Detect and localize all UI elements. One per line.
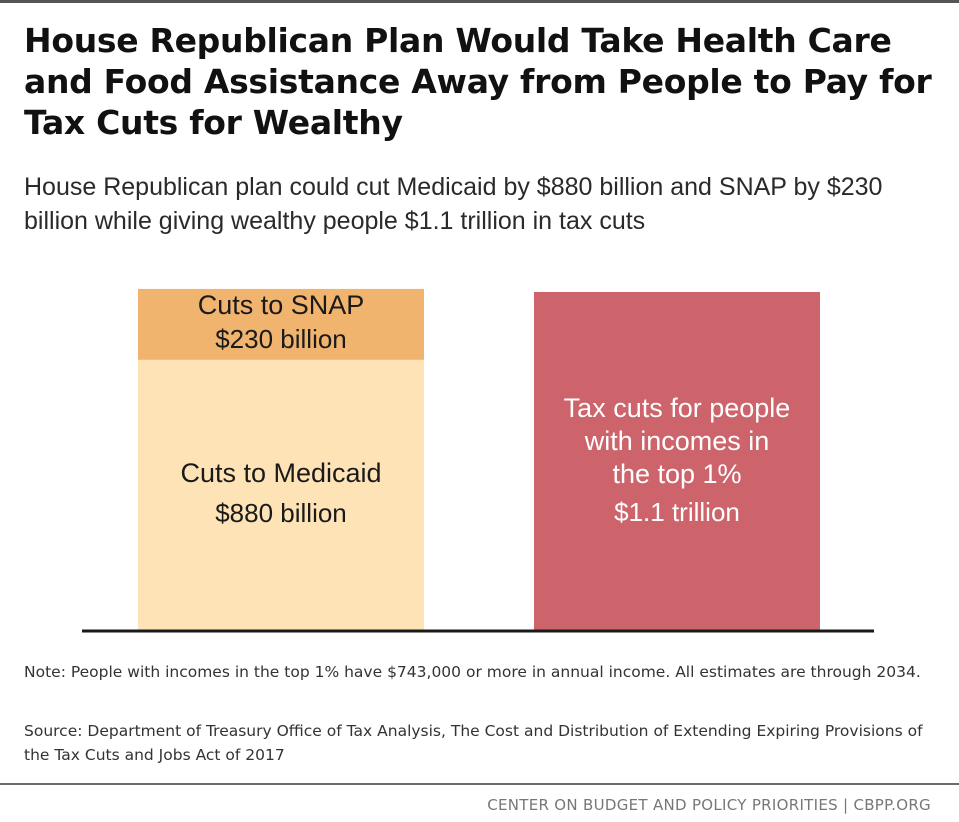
top-rule — [0, 0, 959, 3]
bar-medicaid — [138, 359, 424, 631]
chart-source: Source: Department of Treasury Office of… — [24, 722, 923, 764]
bar-snap — [138, 288, 424, 360]
bottom-rule — [0, 783, 959, 785]
segment-label-tax-cuts: Tax cuts for people — [564, 393, 791, 423]
segment-label-snap: Cuts to SNAP — [198, 290, 365, 320]
value-label-snap: $230 billion — [215, 324, 347, 354]
chart-subtitle: House Republican plan could cut Medicaid… — [24, 173, 883, 235]
chart-note: Note: People with incomes in the top 1% … — [24, 663, 921, 681]
segment-label-tax-cuts: the top 1% — [612, 459, 741, 489]
value-label-medicaid: $880 billion — [215, 498, 347, 528]
segment-label-medicaid: Cuts to Medicaid — [180, 458, 381, 488]
value-label-tax-cuts: $1.1 trillion — [614, 497, 740, 527]
bar-tax-cuts — [534, 292, 820, 631]
bar-chart: Cuts to Medicaid $880 billion Cuts to SNAP… — [82, 288, 874, 633]
footer-credit: CENTER ON BUDGET AND POLICY PRIORITIES |… — [487, 796, 931, 814]
chart-title: House Republican Plan Would Take Health … — [24, 21, 932, 142]
segment-label-tax-cuts: with incomes in — [584, 426, 770, 456]
